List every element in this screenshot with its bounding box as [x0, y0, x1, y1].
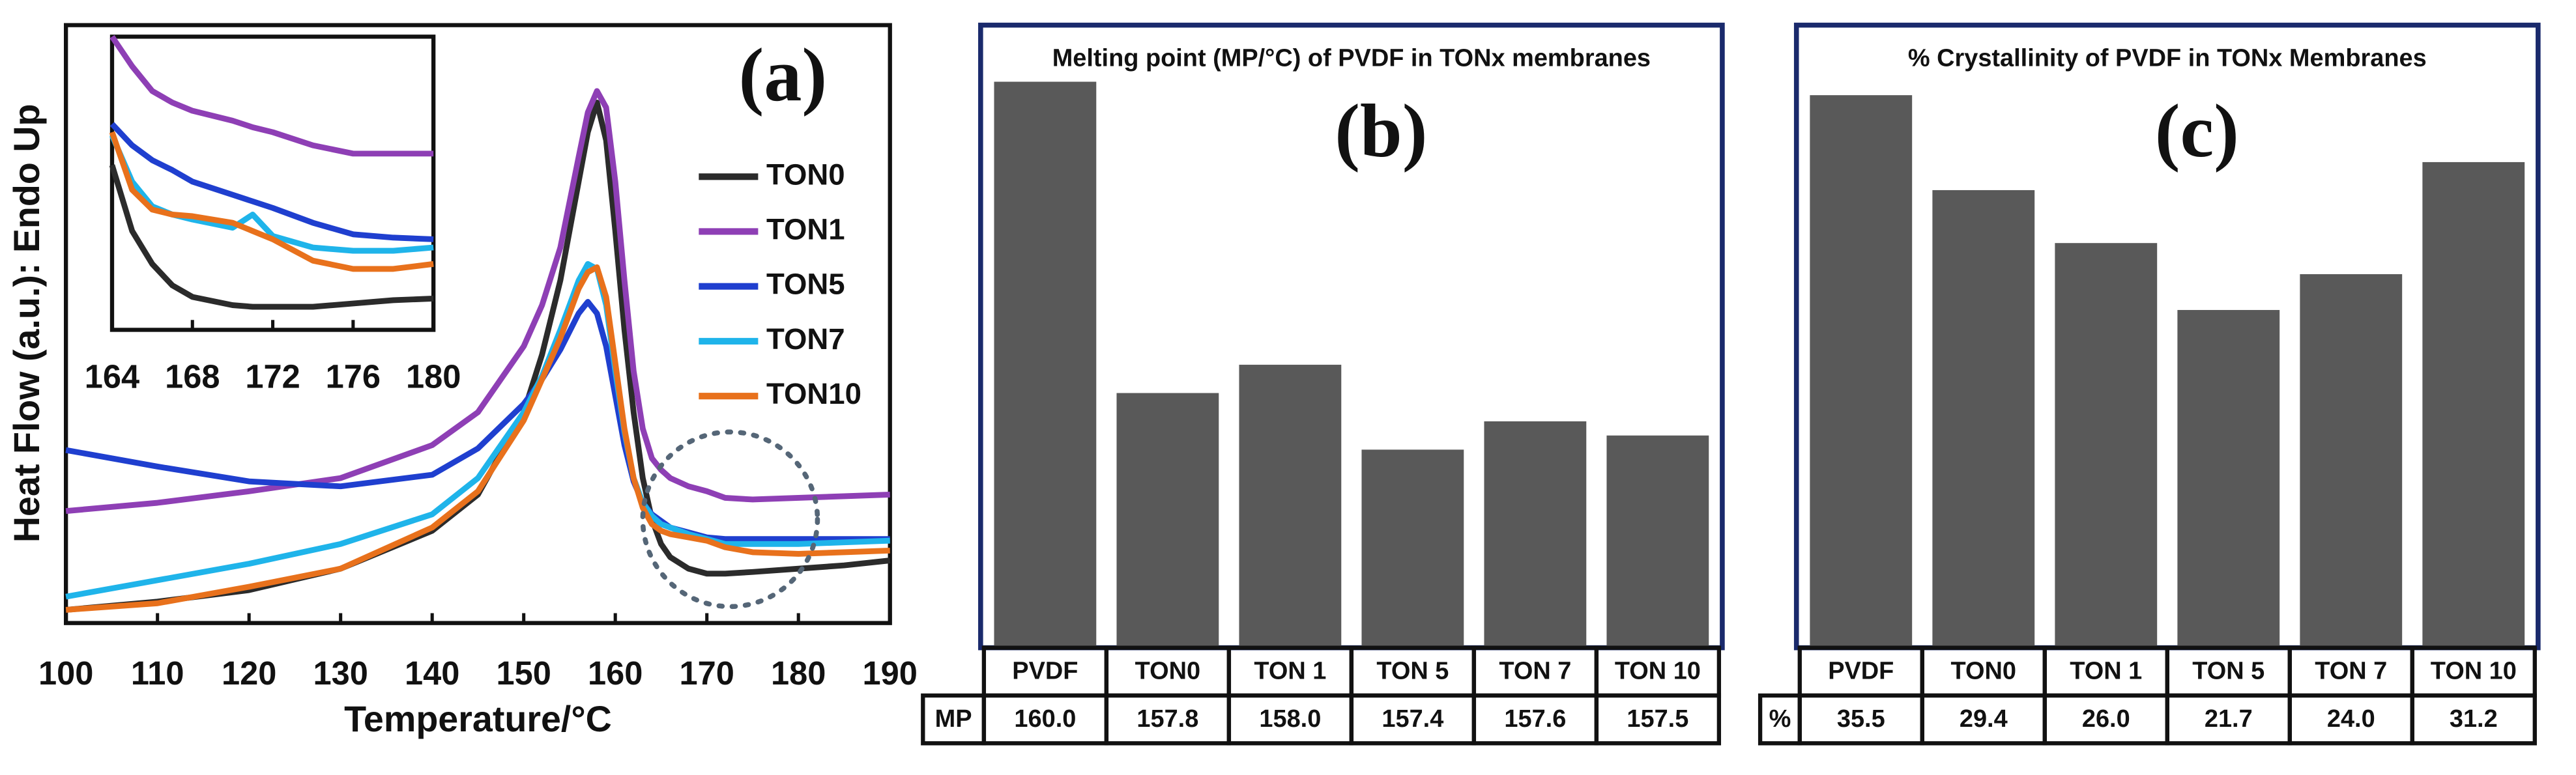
bar — [1810, 95, 1913, 648]
row-label: % — [1769, 705, 1791, 733]
bar — [1932, 190, 2035, 648]
legend-label: TON5 — [766, 268, 845, 301]
category-label: TON0 — [1135, 658, 1200, 685]
category-label: TON 10 — [1615, 658, 1701, 685]
category-label: TON 5 — [2192, 658, 2265, 685]
table-cell — [1594, 693, 1722, 746]
curve — [65, 299, 890, 542]
curve — [109, 122, 434, 242]
panel-label: (c) — [2155, 89, 2239, 173]
legend-label: TON7 — [766, 322, 845, 356]
legend-label: TON10 — [766, 377, 861, 410]
value-label: 160.0 — [1014, 705, 1076, 733]
bar — [1484, 421, 1587, 648]
curve — [109, 164, 434, 310]
category-label: TON0 — [1951, 658, 2016, 685]
value-label: 157.8 — [1136, 705, 1198, 733]
x-tick-label: 164 — [85, 358, 139, 395]
plot-frame — [109, 35, 436, 332]
value-label: 158.0 — [1259, 705, 1321, 733]
panel-label: (a) — [739, 33, 828, 117]
x-tick-label: 110 — [131, 655, 184, 692]
value-label: 157.5 — [1627, 705, 1688, 733]
bar — [2177, 309, 2280, 648]
chart-title: Melting point (MP/°C) of PVDF in TONx me… — [1052, 45, 1651, 72]
x-tick-label: 180 — [406, 358, 461, 395]
bar — [1116, 393, 1219, 648]
bar — [2300, 274, 2403, 648]
category-label: TON 1 — [1254, 658, 1326, 685]
curve — [109, 134, 434, 254]
curve — [65, 264, 890, 613]
category-label: TON 7 — [1499, 658, 1571, 685]
value-label: 26.0 — [2082, 705, 2130, 733]
category-label: TON 1 — [2070, 658, 2142, 685]
x-tick-label: 120 — [222, 655, 276, 692]
highlight-circle — [640, 429, 820, 610]
curve — [65, 88, 890, 514]
bar — [994, 81, 1097, 648]
value-label: 157.6 — [1504, 705, 1566, 733]
value-label: 157.4 — [1382, 705, 1443, 733]
category-label: TON 10 — [2431, 658, 2517, 685]
curve — [109, 35, 434, 157]
value-label: 24.0 — [2327, 705, 2375, 733]
category-label: PVDF — [1828, 658, 1894, 685]
value-label: 29.4 — [1960, 705, 2008, 733]
bar — [1239, 365, 1342, 648]
legend-label: TON0 — [766, 158, 845, 191]
x-tick-label: 170 — [680, 655, 734, 692]
x-tick-label: 168 — [165, 358, 220, 395]
table-cell — [2410, 693, 2537, 746]
row-label: MP — [935, 705, 972, 733]
panel-label: (b) — [1335, 89, 1427, 173]
x-tick-label: 172 — [245, 358, 300, 395]
x-tick-label: 176 — [326, 358, 381, 395]
x-tick-label: 150 — [496, 655, 551, 692]
value-label: 31.2 — [2450, 705, 2498, 733]
x-tick-label: 160 — [588, 655, 643, 692]
legend-label: TON1 — [766, 213, 845, 246]
x-axis-title: Temperature/°C — [344, 699, 612, 739]
value-label: 35.5 — [1837, 705, 1885, 733]
curve — [109, 131, 434, 272]
x-tick-label: 100 — [38, 655, 93, 692]
bar — [1361, 449, 1464, 648]
plot-frame — [978, 22, 1725, 651]
category-label: TON 7 — [2315, 658, 2387, 685]
bar — [2055, 243, 2158, 648]
x-tick-label: 140 — [405, 655, 459, 692]
y-axis-title: Heat Flow (a.u.): Endo Up — [7, 104, 47, 543]
value-label: 21.7 — [2205, 705, 2253, 733]
bar — [2422, 162, 2525, 648]
category-label: PVDF — [1012, 658, 1078, 685]
x-tick-label: 130 — [313, 655, 368, 692]
category-label: TON 5 — [1376, 658, 1449, 685]
bar — [1606, 435, 1709, 648]
chart-title: % Crystallinity of PVDF in TONx Membrane… — [1908, 45, 2427, 72]
x-tick-label: 190 — [863, 655, 918, 692]
x-tick-label: 180 — [771, 655, 826, 692]
